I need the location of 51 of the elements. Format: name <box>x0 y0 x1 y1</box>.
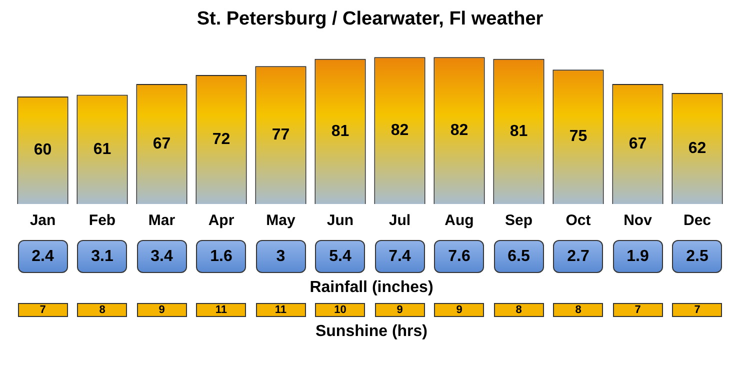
x-tick-label: Apr <box>208 212 234 230</box>
data-label: 62 <box>688 140 706 157</box>
data-label: 1.6 <box>196 240 246 273</box>
x-tick-label: Oct <box>566 212 591 230</box>
data-label: 1.9 <box>612 240 663 273</box>
x-tick-label: Feb <box>88 212 116 230</box>
x-tick-label: Jul <box>388 212 411 230</box>
text: Sunshine (hrs) <box>314 323 428 341</box>
data-label: 7.4 <box>374 240 425 273</box>
data-label: 9 <box>374 303 425 317</box>
data-label: 61 <box>93 140 112 158</box>
x-tick-label: May <box>266 212 296 230</box>
data-label: 9 <box>136 303 187 317</box>
x-tick-label: Nov <box>624 212 653 230</box>
data-label: 82 <box>450 122 468 139</box>
data-label: 7 <box>612 303 663 317</box>
data-label: 5.4 <box>315 240 366 273</box>
data-label: 75 <box>569 128 588 146</box>
data-label: 2.7 <box>553 240 604 273</box>
data-label: 7 <box>672 303 722 317</box>
data-label: 77 <box>272 126 290 144</box>
x-tick-label: Jun <box>326 212 354 230</box>
data-label: 2.4 <box>18 240 68 273</box>
data-label: 3.1 <box>77 240 128 273</box>
data-label: 7.6 <box>434 240 484 273</box>
text: Rainfall (inches) <box>308 279 434 297</box>
data-label: 8 <box>77 303 128 317</box>
data-label: 67 <box>152 135 171 152</box>
data-label: 60 <box>34 142 52 159</box>
data-label: 2.5 <box>672 240 722 273</box>
data-label: 10 <box>315 303 366 317</box>
data-label: 67 <box>628 135 647 152</box>
data-label: 9 <box>434 303 484 317</box>
data-label: 11 <box>196 303 246 317</box>
x-tick-label: Sep <box>504 212 533 230</box>
data-label: 7 <box>18 303 68 317</box>
data-label: 81 <box>510 122 528 140</box>
data-label: 3 <box>256 240 306 273</box>
data-label: 6.5 <box>494 240 544 273</box>
data-label: 8 <box>494 303 544 317</box>
data-label: 11 <box>256 303 306 317</box>
data-label: 82 <box>390 122 409 139</box>
data-label: 72 <box>212 130 230 148</box>
data-label: 81 <box>331 122 350 140</box>
x-tick-label: Dec <box>683 212 712 230</box>
data-label: 3.4 <box>136 240 187 273</box>
x-tick-label: Mar <box>148 212 176 230</box>
data-label: 8 <box>553 303 604 317</box>
x-tick-label: Aug <box>444 212 474 230</box>
x-tick-label: Jan <box>30 212 56 230</box>
chart-title: St. Petersburg / Clearwater, Fl weather <box>196 8 544 30</box>
